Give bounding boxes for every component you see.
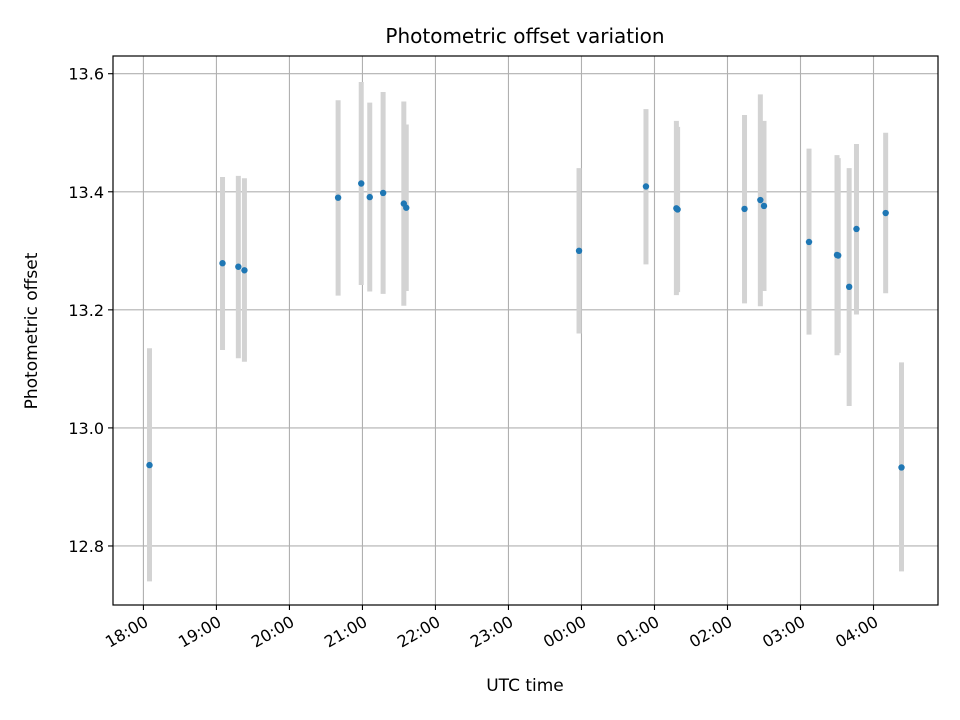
data-point (757, 196, 764, 204)
grid-lines (113, 56, 938, 605)
data-point (642, 183, 650, 190)
data-point (575, 247, 583, 255)
data-point (674, 206, 681, 213)
data-point (235, 263, 242, 270)
data-points (146, 180, 905, 471)
data-point (898, 464, 905, 471)
data-point (219, 260, 226, 267)
y-tick-label: 13.6 (68, 65, 104, 84)
x-axis-title: UTC time (486, 676, 564, 696)
data-point (845, 283, 853, 291)
data-point (146, 461, 153, 469)
data-point (835, 252, 842, 259)
data-point (358, 180, 365, 187)
data-point (741, 205, 748, 213)
plot-area-frame (112, 55, 939, 606)
data-point (805, 238, 813, 246)
chart-title: Photometric offset variation (385, 24, 664, 48)
y-tick-label: 13.0 (68, 419, 104, 438)
data-point (760, 202, 768, 210)
y-tick-label: 13.2 (68, 301, 104, 320)
y-axis-ticks: 12.8 13.0 13.2 13.4 13.6 (68, 65, 113, 556)
data-point (334, 194, 342, 201)
data-point (366, 193, 373, 201)
y-tick-label: 13.4 (68, 183, 104, 202)
data-point (241, 267, 248, 274)
data-point (379, 189, 387, 197)
y-tick-label: 12.8 (68, 537, 104, 556)
data-point (882, 209, 889, 217)
data-point (853, 225, 860, 233)
y-axis-title: Photometric offset (22, 252, 42, 409)
data-point (403, 204, 410, 211)
